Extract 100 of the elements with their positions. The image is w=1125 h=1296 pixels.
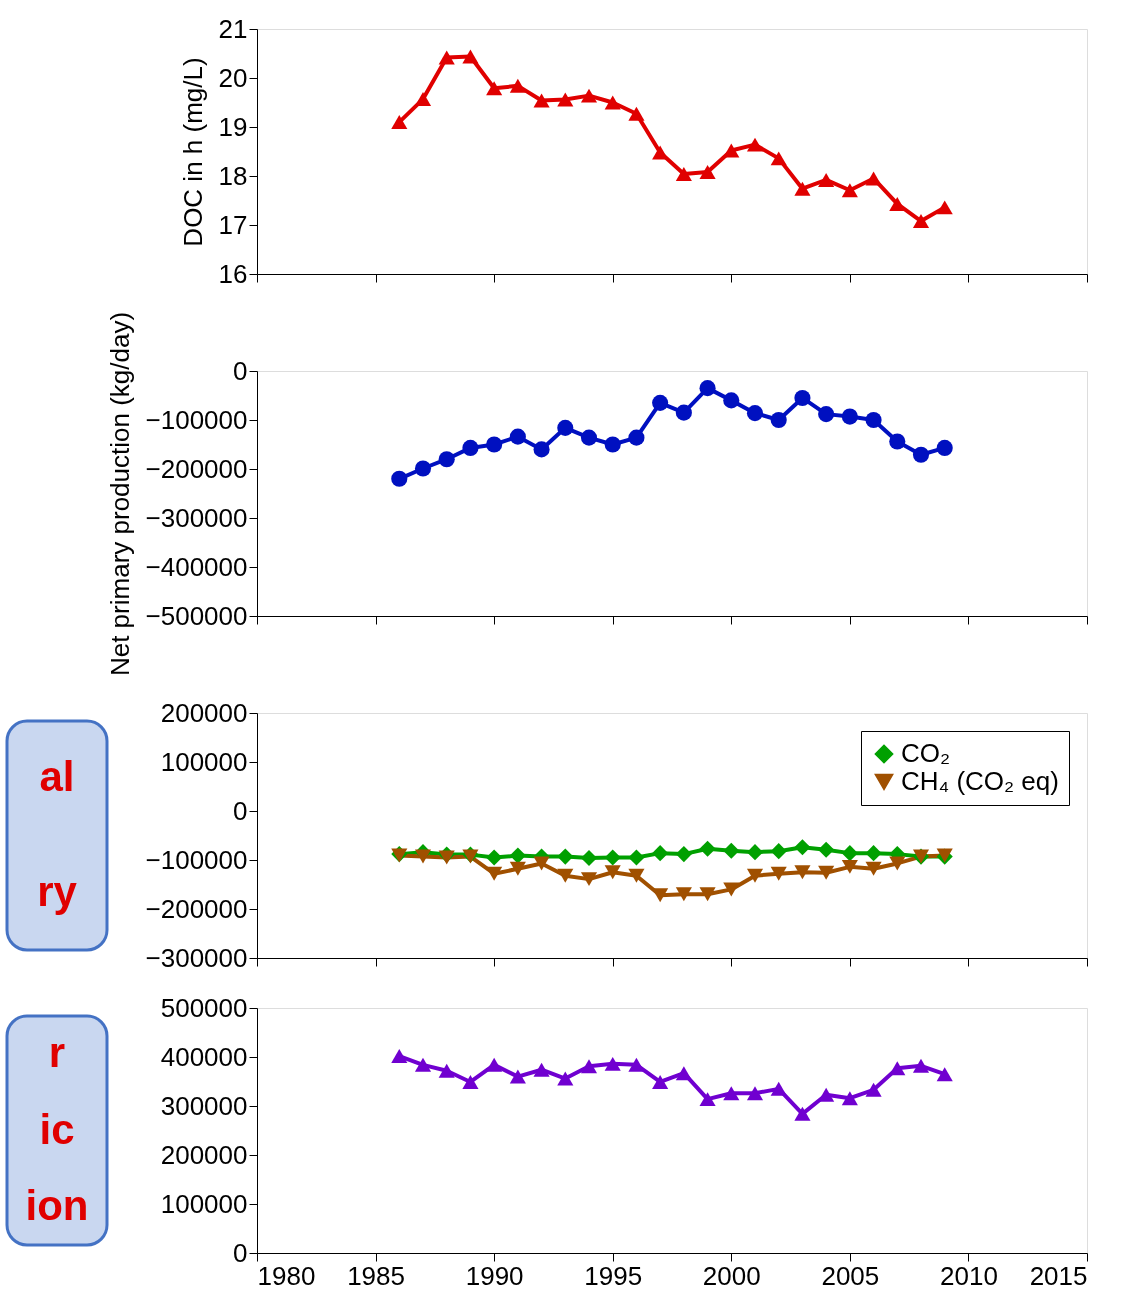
point bbox=[912, 214, 930, 229]
y-tick-label: 200000 bbox=[160, 697, 248, 728]
point bbox=[509, 861, 526, 876]
point bbox=[865, 861, 882, 876]
point bbox=[770, 843, 787, 860]
y-tick-label: 200000 bbox=[160, 1139, 248, 1170]
point bbox=[509, 847, 526, 864]
point bbox=[652, 845, 669, 862]
y-tick-label: −200000 bbox=[145, 893, 248, 924]
point bbox=[391, 115, 408, 130]
point bbox=[604, 95, 621, 110]
point bbox=[628, 849, 645, 866]
point bbox=[746, 405, 764, 422]
point bbox=[841, 859, 858, 874]
y-tick-label: 0 bbox=[233, 795, 248, 826]
point bbox=[889, 856, 906, 871]
y-tick-label: −100000 bbox=[145, 844, 248, 875]
x-tick-label: 2005 bbox=[821, 1260, 880, 1291]
point bbox=[438, 850, 455, 865]
point bbox=[912, 446, 930, 463]
point bbox=[438, 50, 455, 65]
y-tick-label: 19 bbox=[218, 111, 248, 142]
x-tick-label: 2000 bbox=[702, 1260, 761, 1291]
point bbox=[486, 849, 503, 866]
y-tick-label: 0 bbox=[233, 1237, 248, 1268]
x-tick-label: 1985 bbox=[347, 1260, 405, 1291]
point bbox=[794, 389, 811, 406]
x-tick-label: 1990 bbox=[465, 1260, 524, 1291]
y-tick-label: 0 bbox=[233, 355, 248, 386]
point bbox=[794, 865, 811, 880]
point bbox=[486, 436, 503, 453]
point bbox=[746, 868, 764, 883]
y-tick-label: −500000 bbox=[145, 600, 248, 631]
point bbox=[770, 411, 787, 429]
y-tick-label: 100000 bbox=[160, 746, 248, 777]
point bbox=[652, 888, 669, 903]
point bbox=[557, 92, 574, 107]
point bbox=[414, 849, 432, 864]
point bbox=[628, 106, 645, 121]
y-tick-label: 18 bbox=[218, 160, 248, 191]
y-tick-label: −300000 bbox=[145, 942, 248, 973]
x-tick-label: 1980 bbox=[257, 1260, 316, 1291]
legend-label: CO₂ bbox=[901, 738, 951, 768]
point bbox=[794, 839, 811, 856]
point bbox=[699, 887, 716, 902]
point bbox=[770, 151, 787, 166]
text: r bbox=[48, 1029, 66, 1077]
y-tick-label: 21 bbox=[218, 13, 248, 44]
point bbox=[509, 78, 526, 93]
text: ion bbox=[25, 1181, 89, 1229]
point bbox=[865, 411, 882, 429]
x-tick-label: 2015 bbox=[1029, 1260, 1088, 1291]
point bbox=[462, 439, 479, 456]
point bbox=[557, 868, 574, 883]
y-tick-label: 100000 bbox=[160, 1188, 248, 1219]
point bbox=[604, 865, 621, 880]
point bbox=[414, 460, 432, 477]
point bbox=[580, 88, 598, 103]
point bbox=[391, 470, 408, 487]
point bbox=[533, 441, 550, 458]
point bbox=[604, 849, 621, 866]
point bbox=[746, 137, 764, 152]
y-tick-label: −400000 bbox=[145, 551, 248, 582]
point bbox=[533, 856, 550, 871]
y-tick-label: −300000 bbox=[145, 502, 248, 533]
point bbox=[889, 196, 906, 211]
point bbox=[723, 842, 740, 859]
y-axis-title: DOC in h (mg/L) bbox=[177, 57, 208, 247]
point bbox=[486, 81, 503, 96]
point bbox=[746, 844, 764, 861]
point bbox=[723, 882, 740, 897]
point bbox=[865, 845, 882, 862]
legend-label: CH₄ (CO₂ eq) bbox=[901, 766, 1059, 796]
point bbox=[841, 183, 858, 198]
point bbox=[509, 428, 526, 445]
x-tick-label: 1995 bbox=[584, 1260, 643, 1291]
text: ic bbox=[39, 1105, 75, 1153]
text: ry bbox=[37, 867, 78, 915]
point bbox=[675, 404, 692, 421]
y-axis-title: Net primary production (kg/day) bbox=[104, 311, 135, 677]
point bbox=[557, 848, 574, 865]
point bbox=[889, 433, 906, 450]
y-tick-label: 400000 bbox=[160, 1041, 248, 1072]
point bbox=[794, 181, 811, 196]
point bbox=[557, 419, 574, 436]
point bbox=[699, 840, 716, 857]
point bbox=[865, 171, 882, 186]
point bbox=[675, 167, 692, 182]
y-tick-label: 16 bbox=[218, 258, 248, 289]
point bbox=[462, 49, 479, 64]
y-tick-label: −100000 bbox=[145, 404, 248, 435]
point bbox=[723, 143, 740, 158]
point bbox=[818, 406, 835, 423]
point bbox=[699, 165, 716, 180]
x-tick-label: 2010 bbox=[940, 1260, 998, 1291]
point bbox=[770, 866, 787, 881]
y-tick-label: 300000 bbox=[160, 1090, 248, 1121]
point bbox=[675, 887, 692, 902]
point bbox=[580, 872, 598, 887]
point bbox=[486, 866, 503, 881]
